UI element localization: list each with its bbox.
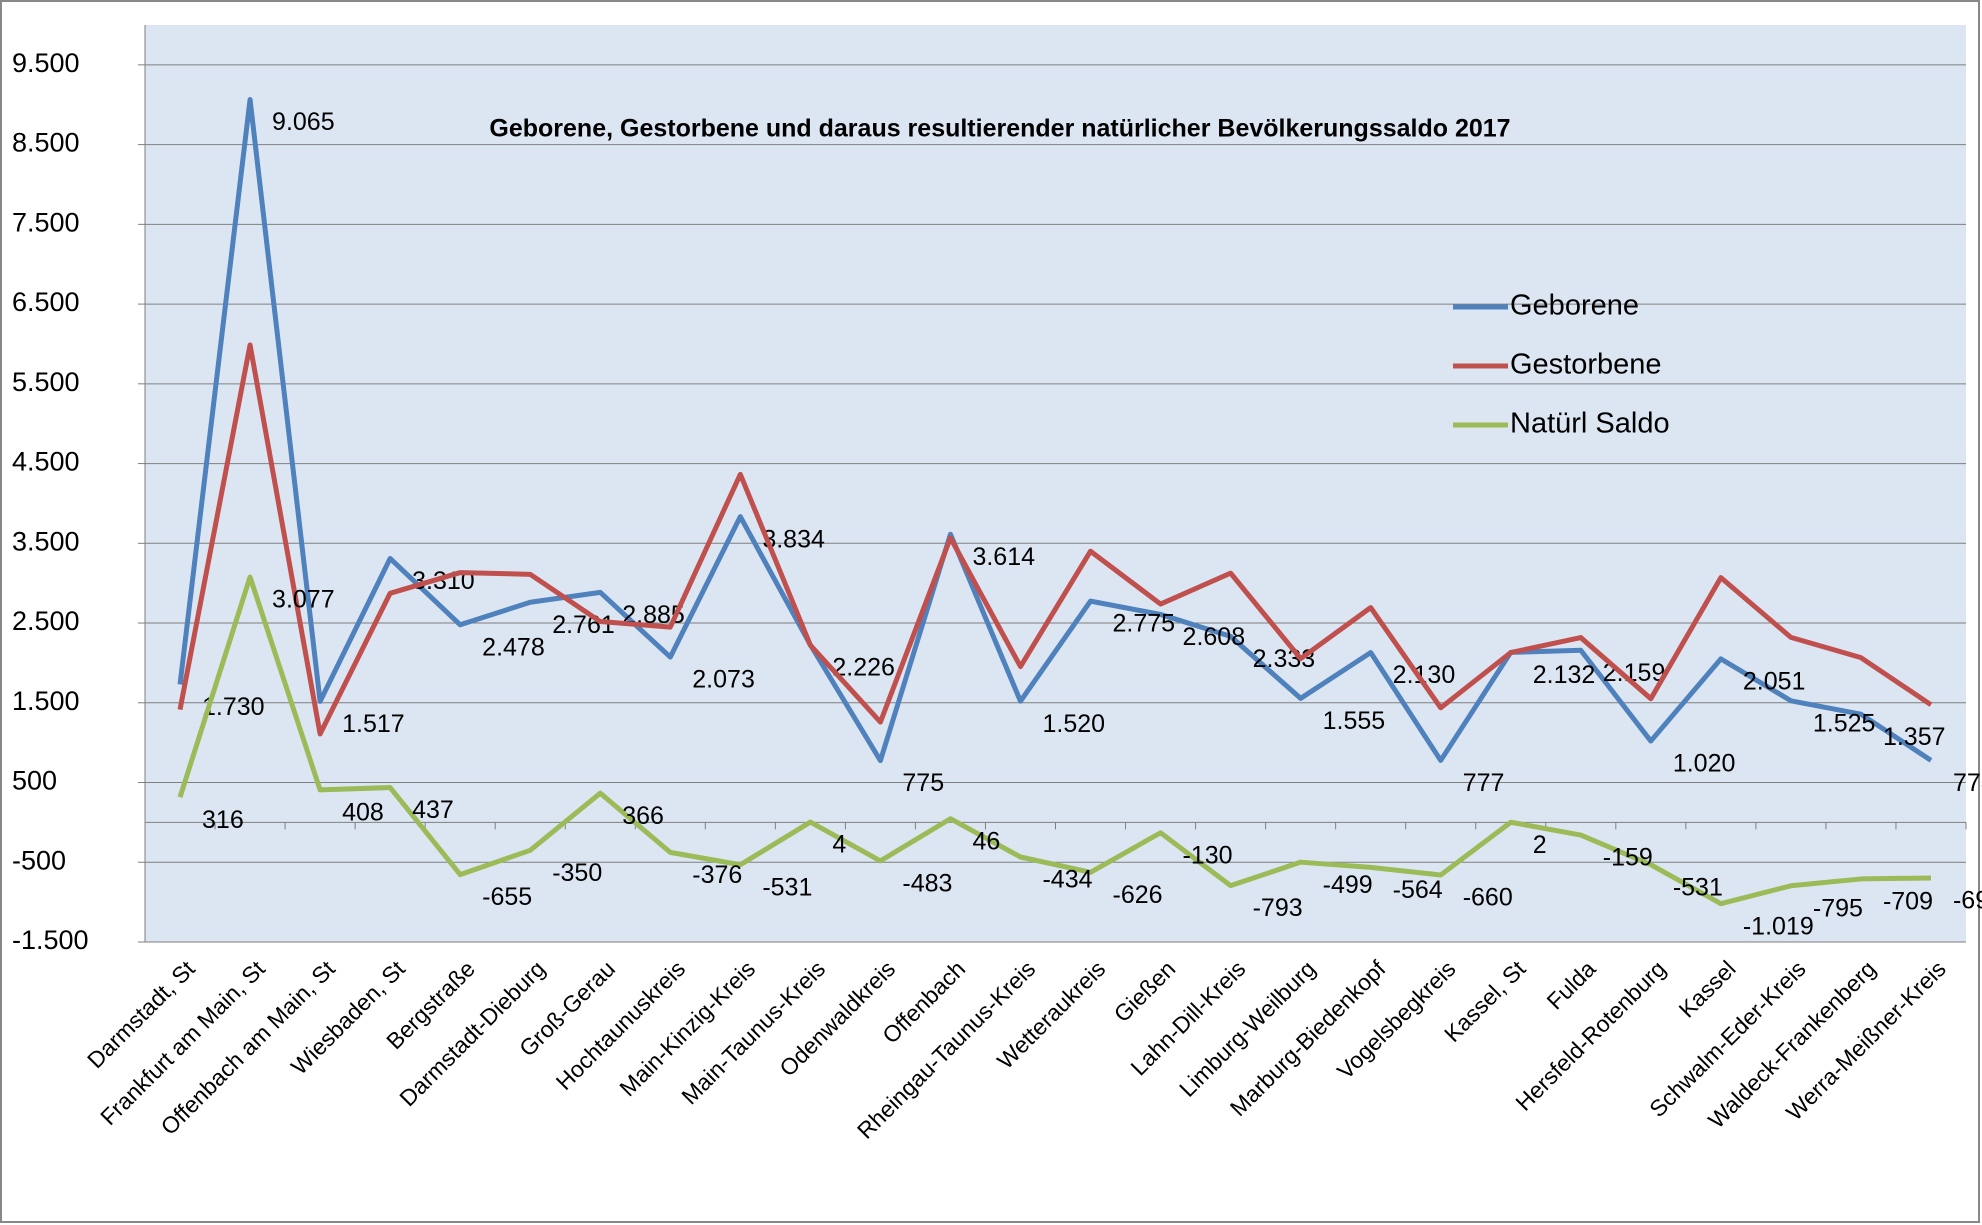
data-label: -350 xyxy=(552,859,602,887)
data-label: -655 xyxy=(482,883,532,911)
plot-area xyxy=(145,25,1966,942)
data-label: -626 xyxy=(1113,881,1163,909)
series-line xyxy=(177,342,1933,737)
data-label: 2.226 xyxy=(832,654,895,682)
data-label: 1.357 xyxy=(1883,723,1946,751)
legend-label: Gestorbene xyxy=(1510,349,1662,381)
y-tick-label: 9.500 xyxy=(12,48,80,78)
data-label: 775 xyxy=(902,769,944,797)
data-label: -159 xyxy=(1603,844,1653,872)
data-label: 2.073 xyxy=(692,666,755,694)
data-label: -697 xyxy=(1953,887,1982,915)
legend-label: Geborene xyxy=(1510,290,1639,322)
data-label: 2.608 xyxy=(1183,623,1246,651)
y-tick-label: -500 xyxy=(12,845,66,875)
data-label: 1.520 xyxy=(1042,710,1105,738)
series-line xyxy=(177,574,1932,907)
data-label: 777 xyxy=(1463,769,1505,797)
data-label: -434 xyxy=(1042,866,1092,894)
data-label: 46 xyxy=(972,827,1000,855)
data-label: -1.019 xyxy=(1743,912,1814,940)
data-label: 408 xyxy=(342,798,384,826)
data-label: 1.517 xyxy=(342,710,405,738)
data-label: -795 xyxy=(1813,894,1863,922)
data-label: 2.478 xyxy=(482,633,545,661)
y-tick-label: -1.500 xyxy=(12,925,89,955)
y-tick-label: 500 xyxy=(12,766,57,796)
data-label: -531 xyxy=(1673,873,1723,901)
data-label: 2.051 xyxy=(1743,667,1806,695)
data-label: -660 xyxy=(1463,884,1513,912)
legend-label: Natürl Saldo xyxy=(1510,408,1670,440)
data-label: -130 xyxy=(1183,841,1233,869)
data-label: 1.525 xyxy=(1813,709,1876,737)
data-label: 2.132 xyxy=(1533,661,1596,689)
y-tick-label: 1.500 xyxy=(12,686,80,716)
data-label: -376 xyxy=(692,861,742,889)
data-label: 366 xyxy=(622,802,664,830)
y-tick-label: 8.500 xyxy=(12,128,80,158)
data-label: 437 xyxy=(412,796,454,824)
data-label: -709 xyxy=(1883,888,1933,916)
data-label: 2.761 xyxy=(552,611,615,639)
data-label: 2 xyxy=(1533,831,1547,859)
data-label: 1.555 xyxy=(1323,707,1386,735)
data-label: 9.065 xyxy=(272,108,335,136)
y-tick-label: 3.500 xyxy=(12,526,80,556)
data-label: 3.614 xyxy=(972,543,1035,571)
data-label: 4 xyxy=(832,831,846,859)
data-label: 316 xyxy=(202,806,244,834)
series-line xyxy=(177,97,1933,764)
data-label: 3.077 xyxy=(272,586,335,614)
data-label: -564 xyxy=(1393,876,1443,904)
y-tick-label: 4.500 xyxy=(12,447,80,477)
data-label: 778 xyxy=(1953,769,1982,797)
data-label: -483 xyxy=(902,870,952,898)
data-label: -499 xyxy=(1323,871,1373,899)
y-tick-label: 7.500 xyxy=(12,207,80,237)
data-label: 2.333 xyxy=(1253,645,1316,673)
data-label: 1.020 xyxy=(1673,750,1736,778)
data-label: -531 xyxy=(762,873,812,901)
y-tick-label: 2.500 xyxy=(12,606,80,636)
chart-title: Geborene, Gestorbene und daraus resultie… xyxy=(489,115,1510,143)
y-tick-label: 6.500 xyxy=(12,287,80,317)
y-tick-label: 5.500 xyxy=(12,367,80,397)
data-label: -793 xyxy=(1253,894,1303,922)
data-label: 2.775 xyxy=(1113,610,1176,638)
